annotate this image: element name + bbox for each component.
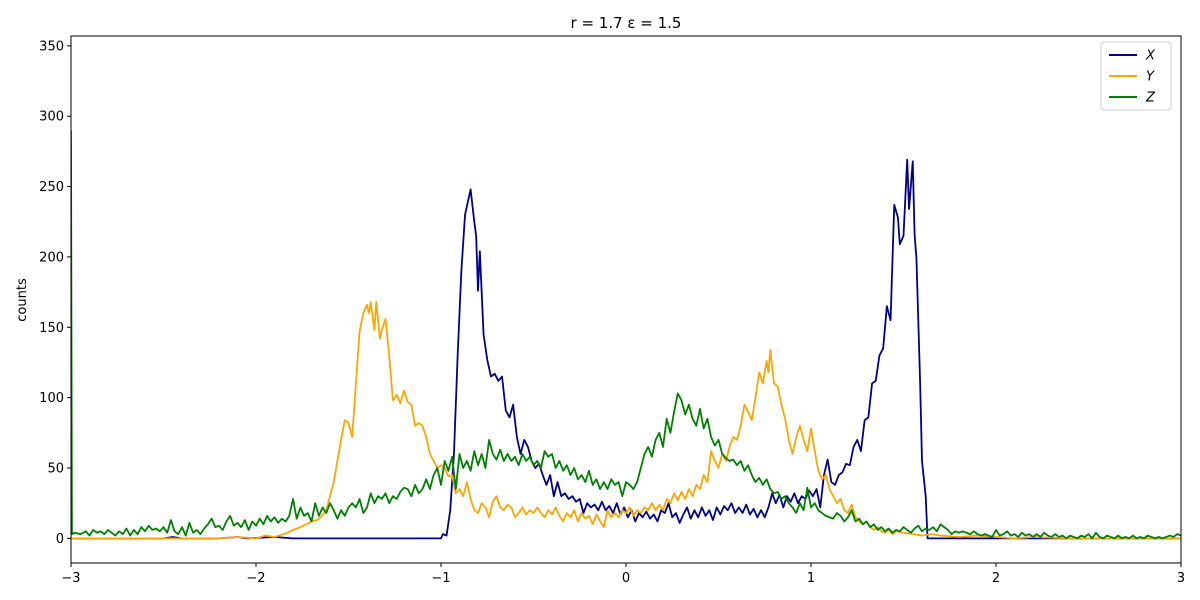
series-group xyxy=(71,130,1181,540)
legend-label-x: X xyxy=(1145,49,1156,64)
x-tick-label: 3 xyxy=(1177,571,1185,586)
y-tick-label: 0 xyxy=(56,532,64,547)
y-tick-label: 100 xyxy=(39,391,64,406)
y-tick-label: 200 xyxy=(39,250,64,265)
y-tick-label: 150 xyxy=(39,321,64,336)
series-line-y xyxy=(71,301,1181,540)
plot-frame xyxy=(70,35,1182,564)
chart-title: r = 1.7 ε = 1.5 xyxy=(571,14,682,32)
y-tick-label: 300 xyxy=(39,110,64,125)
x-tick-label: 2 xyxy=(992,571,1000,586)
x-tick-label: −3 xyxy=(61,571,80,586)
legend: XYZ xyxy=(1100,41,1172,111)
series-line-z xyxy=(71,130,1181,540)
x-tick-label: 0 xyxy=(622,571,630,586)
legend-label-z: Z xyxy=(1145,91,1156,106)
series-line-x xyxy=(71,158,1181,540)
legend-label-y: Y xyxy=(1146,70,1155,85)
x-tick-label: 1 xyxy=(807,571,815,586)
x-tick-label: −1 xyxy=(431,571,450,586)
x-tick-label: −2 xyxy=(246,571,265,586)
axes-ticks: −3 −2 −1 0 1 2 3 0 50 100 150 200 250 300 350 xyxy=(39,39,1185,586)
y-tick-label: 350 xyxy=(39,39,64,54)
y-tick-label: 50 xyxy=(47,462,64,477)
y-tick-label: 250 xyxy=(39,180,64,195)
y-axis-label: counts xyxy=(15,278,30,322)
